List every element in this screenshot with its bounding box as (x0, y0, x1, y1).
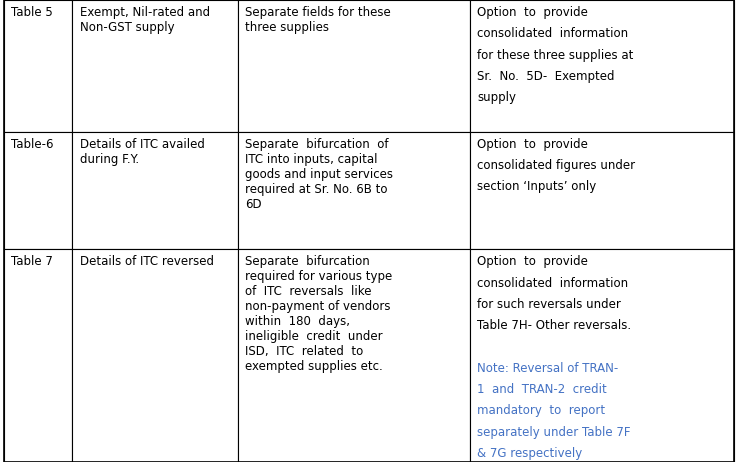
Text: Option  to  provide: Option to provide (477, 138, 588, 151)
Text: Table 7H- Other reversals.: Table 7H- Other reversals. (477, 319, 632, 332)
Text: Details of ITC availed
during F.Y.: Details of ITC availed during F.Y. (80, 138, 204, 166)
Bar (4, 249, 72, 462)
Text: Table-6: Table-6 (11, 138, 54, 151)
Text: Option  to  provide: Option to provide (477, 6, 588, 19)
Text: Details of ITC reversed: Details of ITC reversed (80, 255, 214, 268)
Text: section ‘Inputs’ only: section ‘Inputs’ only (477, 180, 597, 193)
Text: Separate  bifurcation
required for various type
of  ITC  reversals  like
non-pay: Separate bifurcation required for variou… (245, 255, 393, 373)
Bar (238, 0, 470, 132)
Bar (72, 249, 238, 462)
Bar (4, 0, 72, 132)
Bar (238, 249, 470, 462)
Text: Table 7: Table 7 (11, 255, 53, 268)
Text: consolidated  information: consolidated information (477, 277, 629, 290)
Text: separately under Table 7F: separately under Table 7F (477, 426, 631, 438)
Text: for such reversals under: for such reversals under (477, 298, 621, 311)
Text: & 7G respectively: & 7G respectively (477, 447, 583, 460)
Text: Separate fields for these
three supplies: Separate fields for these three supplies (245, 6, 390, 34)
Bar (72, 132, 238, 249)
Text: Exempt, Nil-rated and
Non-GST supply: Exempt, Nil-rated and Non-GST supply (80, 6, 210, 34)
Bar (72, 0, 238, 132)
Text: consolidated  information: consolidated information (477, 27, 629, 40)
Bar (470, 249, 734, 462)
Text: Option  to  provide: Option to provide (477, 255, 588, 268)
Text: Table 5: Table 5 (11, 6, 53, 19)
Bar (470, 0, 734, 132)
Text: Separate  bifurcation  of
ITC into inputs, capital
goods and input services
requ: Separate bifurcation of ITC into inputs,… (245, 138, 393, 211)
Bar (4, 132, 72, 249)
Text: supply: supply (477, 91, 517, 104)
Text: consolidated figures under: consolidated figures under (477, 159, 635, 172)
Text: Sr.  No.  5D-  Exempted: Sr. No. 5D- Exempted (477, 70, 615, 83)
Text: mandatory  to  report: mandatory to report (477, 404, 606, 417)
Text: for these three supplies at: for these three supplies at (477, 49, 634, 61)
Text: 1  and  TRAN-2  credit: 1 and TRAN-2 credit (477, 383, 607, 396)
Bar (238, 132, 470, 249)
Bar (470, 132, 734, 249)
Text: Note: Reversal of TRAN-: Note: Reversal of TRAN- (477, 362, 618, 375)
